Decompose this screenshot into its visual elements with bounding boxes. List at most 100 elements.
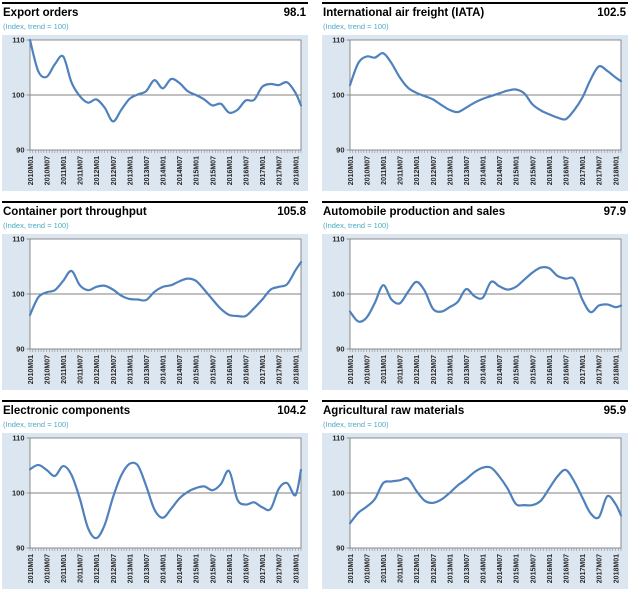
svg-text:2015M01: 2015M01 [194,554,201,583]
svg-text:2016M01: 2016M01 [547,156,554,185]
chart-card: Container port throughput 105.8 (Index, … [2,201,308,390]
svg-text:2012M07: 2012M07 [111,355,118,384]
svg-text:2014M01: 2014M01 [161,355,168,384]
svg-text:2017M01: 2017M01 [580,355,587,384]
svg-text:2012M01: 2012M01 [414,355,421,384]
svg-text:2012M01: 2012M01 [94,355,101,384]
svg-text:90: 90 [16,544,24,553]
series-line [348,52,623,121]
svg-text:2011M01: 2011M01 [381,355,388,384]
chart-card: Agricultural raw materials 95.9 (Index, … [322,400,628,589]
x-axis-ticks [29,548,302,551]
x-axis-labels: 2010M01 2010M07 2011M01 2011M07 2012M01 2012M… [28,554,300,583]
svg-text:2011M01: 2011M01 [61,554,68,583]
chart-plot-panel: 110 100 90 2010M01 2010M07 2011M01 2011M07 2012… [2,234,308,390]
svg-text:2010M01: 2010M01 [348,355,355,384]
svg-text:2011M01: 2011M01 [381,156,388,185]
svg-text:2012M07: 2012M07 [431,554,438,583]
svg-text:2014M07: 2014M07 [497,554,504,583]
svg-text:2016M01: 2016M01 [547,355,554,384]
svg-text:2012M01: 2012M01 [414,156,421,185]
svg-text:2012M01: 2012M01 [94,156,101,185]
svg-text:2013M01: 2013M01 [447,355,454,384]
svg-text:2015M07: 2015M07 [530,554,537,583]
svg-text:2011M01: 2011M01 [61,355,68,384]
svg-text:2010M01: 2010M01 [28,355,35,384]
svg-text:2015M01: 2015M01 [514,156,521,185]
svg-text:2017M07: 2017M07 [597,355,604,384]
svg-text:2013M01: 2013M01 [127,156,134,185]
svg-text:100: 100 [332,91,345,100]
chart-plot-panel: 110 100 90 2010M01 2010M07 2011M01 2011M07 2012… [322,234,628,390]
svg-text:2010M07: 2010M07 [44,355,51,384]
line-chart: 110 100 90 2010M01 2010M07 2011M01 2011M07 2012… [322,433,628,589]
svg-text:2011M07: 2011M07 [398,355,405,384]
x-axis-ticks [349,548,622,551]
x-axis-labels: 2010M01 2010M07 2011M01 2011M07 2012M01 2012M… [348,355,620,384]
x-axis-labels: 2010M01 2010M07 2011M01 2011M07 2012M01 2012M… [348,554,620,583]
svg-text:2014M07: 2014M07 [497,355,504,384]
series-line [348,465,623,525]
svg-text:2015M07: 2015M07 [210,156,217,185]
svg-text:2016M07: 2016M07 [563,355,570,384]
chart-header: Automobile production and sales 97.9 [322,205,628,221]
svg-text:2017M01: 2017M01 [260,156,267,185]
svg-text:2016M01: 2016M01 [227,156,234,185]
series-line [28,461,303,540]
svg-text:2014M01: 2014M01 [481,355,488,384]
svg-text:2011M07: 2011M07 [78,156,85,185]
svg-text:110: 110 [332,235,344,244]
svg-text:2010M01: 2010M01 [28,156,35,185]
chart-plot-panel: 110 100 90 2010M01 2010M07 2011M01 2011M07 2012… [2,433,308,589]
svg-text:2011M07: 2011M07 [78,554,85,583]
y-axis: 110 100 90 [12,235,30,354]
svg-text:2012M01: 2012M01 [414,554,421,583]
svg-text:2016M07: 2016M07 [243,554,250,583]
chart-title: Electronic components [3,405,131,417]
series-line [28,261,303,318]
svg-text:2017M07: 2017M07 [597,156,604,185]
chart-card: Automobile production and sales 97.9 (In… [322,201,628,390]
svg-text:100: 100 [12,290,25,299]
x-axis-labels: 2010M01 2010M07 2011M01 2011M07 2012M01 2012M… [348,156,620,185]
chart-header: International air freight (IATA) 102.5 [322,6,628,22]
chart-title: Agricultural raw materials [323,405,465,417]
chart-card: International air freight (IATA) 102.5 (… [322,2,628,191]
x-axis-ticks [29,150,302,153]
svg-text:2018M01: 2018M01 [293,554,300,583]
svg-text:110: 110 [12,36,24,45]
svg-text:2010M07: 2010M07 [364,355,371,384]
chart-title: Automobile production and sales [323,206,506,218]
svg-text:2016M01: 2016M01 [227,355,234,384]
svg-text:100: 100 [12,91,25,100]
svg-text:2018M01: 2018M01 [293,355,300,384]
chart-subtitle: (Index, trend = 100) [3,22,69,31]
svg-text:2014M01: 2014M01 [161,156,168,185]
svg-text:90: 90 [16,345,24,354]
svg-text:2013M07: 2013M07 [144,554,151,583]
chart-subtitle: (Index, trend = 100) [323,221,389,230]
svg-text:2012M07: 2012M07 [111,554,118,583]
series-line [28,38,303,123]
chart-header: Export orders 98.1 [2,6,308,22]
svg-text:2015M01: 2015M01 [194,156,201,185]
svg-text:90: 90 [336,345,344,354]
svg-text:2017M01: 2017M01 [260,554,267,583]
chart-header: Container port throughput 105.8 [2,205,308,221]
chart-title: Container port throughput [3,206,147,218]
svg-text:2013M07: 2013M07 [144,355,151,384]
svg-text:90: 90 [16,146,24,155]
svg-text:2012M07: 2012M07 [111,156,118,185]
svg-text:2017M01: 2017M01 [580,554,587,583]
line-chart: 110 100 90 2010M01 2010M07 2011M01 2011M07 2012… [322,35,628,191]
x-axis-ticks [29,349,302,352]
svg-text:2016M07: 2016M07 [563,156,570,185]
svg-text:2013M07: 2013M07 [464,156,471,185]
svg-text:2012M07: 2012M07 [431,355,438,384]
chart-subtitle: (Index, trend = 100) [323,420,389,429]
svg-text:2013M07: 2013M07 [464,554,471,583]
chart-header: Electronic components 104.2 [2,404,308,420]
chart-plot-panel: 110 100 90 2010M01 2010M07 2011M01 2011M07 2012… [2,35,308,191]
y-axis: 110 100 90 [332,235,350,354]
